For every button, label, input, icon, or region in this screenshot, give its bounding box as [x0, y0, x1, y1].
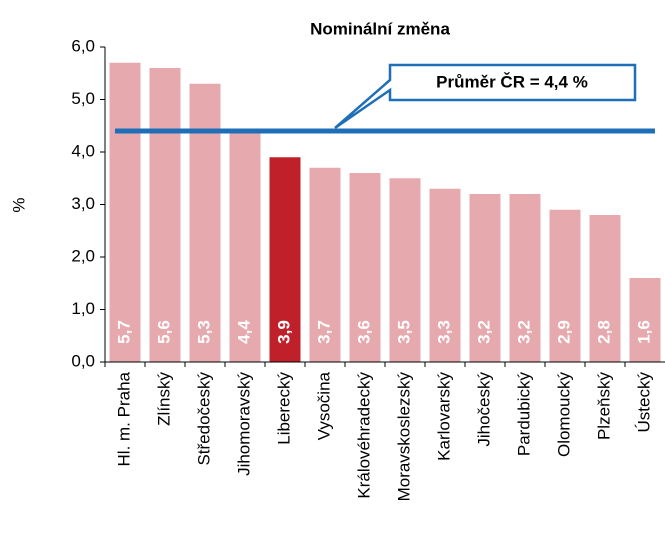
x-tick-label: Olomoucký — [554, 372, 573, 458]
chart-title: Nominální změna — [310, 19, 450, 38]
x-tick-label: Královéhradecký — [354, 372, 373, 499]
value-label: 5,6 — [154, 320, 173, 344]
x-tick-label: Hl. m. Praha — [114, 371, 133, 466]
y-tick-label: 4,0 — [71, 141, 95, 160]
x-tick-label: Moravskoslezský — [394, 372, 413, 502]
average-label: Průměr ČR = 4,4 % — [436, 72, 588, 91]
x-tick-label: Jihomoravský — [234, 372, 253, 476]
x-tick-label: Karlovarský — [434, 372, 453, 461]
x-tick-label: Vysočina — [314, 371, 333, 440]
bar — [469, 194, 501, 362]
x-tick-label: Středočeský — [194, 372, 213, 466]
bar — [549, 209, 581, 362]
value-label: 4,4 — [234, 320, 253, 344]
value-label: 3,9 — [274, 320, 293, 344]
bar — [109, 62, 141, 362]
bar — [349, 173, 381, 362]
bar — [149, 68, 181, 362]
y-axis-label: % — [9, 197, 28, 212]
bar — [589, 215, 621, 362]
value-label: 1,6 — [634, 320, 653, 344]
value-label: 5,7 — [114, 320, 133, 344]
x-tick-label: Jihočeský — [474, 372, 493, 447]
value-label: 2,8 — [594, 320, 613, 344]
value-label: 3,2 — [474, 320, 493, 344]
bar — [389, 178, 421, 362]
callout — [334, 63, 637, 130]
y-tick-label: 0,0 — [71, 351, 95, 370]
y-tick-label: 1,0 — [71, 299, 95, 318]
y-tick-label: 5,0 — [71, 89, 95, 108]
y-tick-label: 6,0 — [71, 36, 95, 55]
bar — [309, 167, 341, 362]
bar — [509, 194, 541, 362]
y-tick-label: 3,0 — [71, 194, 95, 213]
value-label: 3,6 — [354, 320, 373, 344]
y-tick-label: 2,0 — [71, 246, 95, 265]
bar — [269, 157, 301, 362]
value-label: 3,2 — [514, 320, 533, 344]
bar — [629, 278, 661, 362]
value-label: 3,7 — [314, 320, 333, 344]
x-tick-label: Ústecký — [634, 372, 653, 433]
value-label: 3,5 — [394, 320, 413, 344]
value-label: 5,3 — [194, 320, 213, 344]
x-tick-label: Zlínský — [154, 372, 173, 426]
x-tick-label: Liberecký — [274, 372, 293, 445]
value-label: 2,9 — [554, 320, 573, 344]
x-tick-label: Pardubický — [514, 372, 533, 457]
bar — [229, 131, 261, 362]
value-label: 3,3 — [434, 320, 453, 344]
bar — [429, 188, 461, 362]
x-tick-label: Plzeňský — [594, 372, 613, 441]
